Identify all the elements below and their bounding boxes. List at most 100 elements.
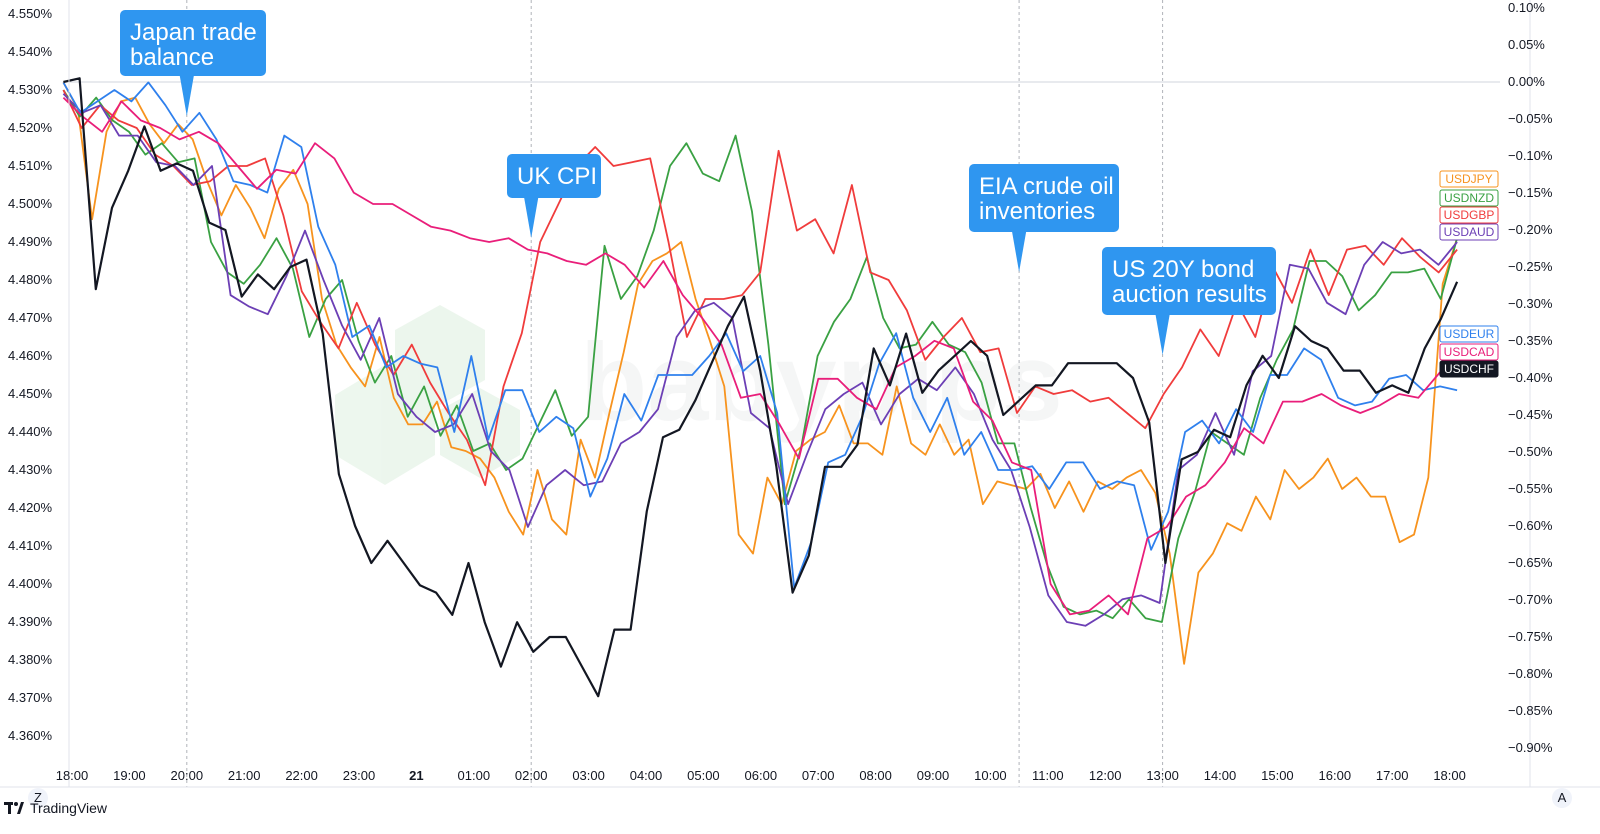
event-callout: UK CPI — [507, 154, 601, 238]
x-tick-label: 02:00 — [515, 768, 548, 783]
callout-label: Japan trade — [130, 19, 257, 46]
series-lines — [62, 77, 1459, 698]
auto-scale-a-button[interactable]: A — [1558, 790, 1567, 805]
right-tick-label: −0.25% — [1508, 259, 1553, 274]
axis-toggle-left[interactable]: Z — [28, 788, 48, 808]
callout-pointer — [524, 198, 539, 238]
auto-scale-z-button[interactable]: Z — [34, 790, 42, 805]
x-tick-label: 03:00 — [572, 768, 605, 783]
x-tick-label: 12:00 — [1089, 768, 1122, 783]
left-tick-label: 4.480% — [8, 272, 53, 287]
tradingview-name: TradingView — [30, 800, 108, 816]
right-tick-label: −0.80% — [1508, 666, 1553, 681]
right-tick-label: 0.10% — [1508, 0, 1545, 15]
callout-label: auction results — [1112, 281, 1267, 308]
right-tick-label: −0.05% — [1508, 111, 1553, 126]
left-tick-label: 4.470% — [8, 310, 53, 325]
right-tick-label: −0.65% — [1508, 555, 1553, 570]
series-tag-box — [1439, 223, 1499, 241]
series-tag-label: USDJPY — [1445, 172, 1492, 186]
axis-toggle-right[interactable]: A — [1552, 788, 1572, 808]
series-tag: USDEUR — [1439, 325, 1499, 343]
callout-label: EIA crude oil — [979, 173, 1114, 200]
left-tick-label: 4.510% — [8, 158, 53, 173]
callout-box — [120, 10, 266, 76]
x-tick-label: 18:00 — [56, 768, 89, 783]
callout-label: balance — [130, 44, 214, 71]
right-tick-label: −0.85% — [1508, 703, 1553, 718]
callout-box — [1102, 247, 1276, 315]
series-tag-label: USDCAD — [1444, 345, 1495, 359]
left-tick-label: 4.540% — [8, 44, 53, 59]
series-tags: USDJPY USDNZD USDGBP USDAUD USDEUR USDCAD USDC… — [1439, 170, 1499, 378]
x-tick-label: 11:00 — [1032, 768, 1064, 783]
series-tag-box — [1439, 206, 1499, 224]
x-tick-label: 15:00 — [1261, 768, 1294, 783]
series-tag-box — [1439, 360, 1499, 378]
right-tick-label: −0.30% — [1508, 296, 1553, 311]
x-tick-label: 18:00 — [1433, 768, 1466, 783]
x-tick-label: 14:00 — [1204, 768, 1237, 783]
series-tag: USDJPY — [1439, 170, 1499, 188]
right-tick-label: −0.60% — [1508, 518, 1553, 533]
series-tag-box — [1439, 170, 1499, 188]
right-tick-label: −0.45% — [1508, 407, 1553, 422]
x-tick-label: 06:00 — [745, 768, 778, 783]
callout-pointer — [1155, 315, 1170, 355]
x-tick-label: 20:00 — [171, 768, 204, 783]
series-tag-label: USDNZD — [1444, 191, 1494, 205]
right-tick-label: −0.55% — [1508, 481, 1553, 496]
left-tick-label: 4.500% — [8, 196, 53, 211]
right-tick-label: −0.90% — [1508, 740, 1553, 755]
left-tick-label: 4.400% — [8, 576, 53, 591]
left-tick-label: 4.390% — [8, 614, 53, 629]
left-tick-label: 4.380% — [8, 652, 53, 667]
left-tick-label: 4.490% — [8, 234, 53, 249]
x-tick-label: 01:00 — [458, 768, 491, 783]
series-tag-label: USDGBP — [1444, 208, 1495, 222]
callout-label: US 20Y bond — [1112, 256, 1254, 283]
left-tick-label: 4.360% — [8, 728, 53, 743]
series-line-usdnzd — [62, 89, 1458, 623]
right-tick-label: −0.75% — [1508, 629, 1553, 644]
left-tick-label: 4.520% — [8, 120, 53, 135]
series-tag-label: USDEUR — [1444, 327, 1495, 341]
series-tag: USDGBP — [1439, 206, 1499, 224]
right-tick-label: −0.70% — [1508, 592, 1553, 607]
series-tag-box — [1439, 189, 1499, 207]
right-tick-label: −0.20% — [1508, 222, 1553, 237]
series-line-usdeur — [62, 81, 1458, 589]
series-tag-box — [1439, 325, 1499, 343]
series-tag: USDAUD — [1439, 223, 1499, 241]
right-axis: 0.10% 0.05% 0.00% −0.05% −0.10% −0.15% −0.20% −… — [1508, 0, 1553, 755]
right-tick-label: 0.05% — [1508, 37, 1545, 52]
x-tick-label: 21 — [409, 768, 423, 783]
callout-box — [507, 154, 601, 198]
x-tick-label: 04:00 — [630, 768, 663, 783]
series-line-usdgbp — [62, 89, 1458, 487]
left-tick-label: 4.550% — [8, 6, 53, 21]
right-tick-label: −0.50% — [1508, 444, 1553, 459]
callout-label: UK CPI — [517, 163, 597, 190]
x-tick-label: 21:00 — [228, 768, 261, 783]
left-tick-label: 4.530% — [8, 82, 53, 97]
left-tick-label: 4.430% — [8, 462, 53, 477]
left-tick-label: 4.410% — [8, 538, 53, 553]
right-tick-label: −0.15% — [1508, 185, 1553, 200]
x-tick-label: 23:00 — [343, 768, 376, 783]
left-tick-label: 4.450% — [8, 386, 53, 401]
x-tick-label: 16:00 — [1319, 768, 1352, 783]
tradingview-brand[interactable]: TradingView — [4, 800, 107, 816]
series-line-usdjpy — [62, 81, 1458, 665]
x-tick-label: 07:00 — [802, 768, 835, 783]
series-line-usdcad — [62, 96, 1458, 616]
series-tag-label: USDAUD — [1444, 225, 1495, 239]
babypips-watermark: babypips — [335, 305, 1063, 485]
x-tick-label: 10:00 — [974, 768, 1007, 783]
left-tick-label: 4.420% — [8, 500, 53, 515]
event-lines — [186, 0, 1164, 787]
